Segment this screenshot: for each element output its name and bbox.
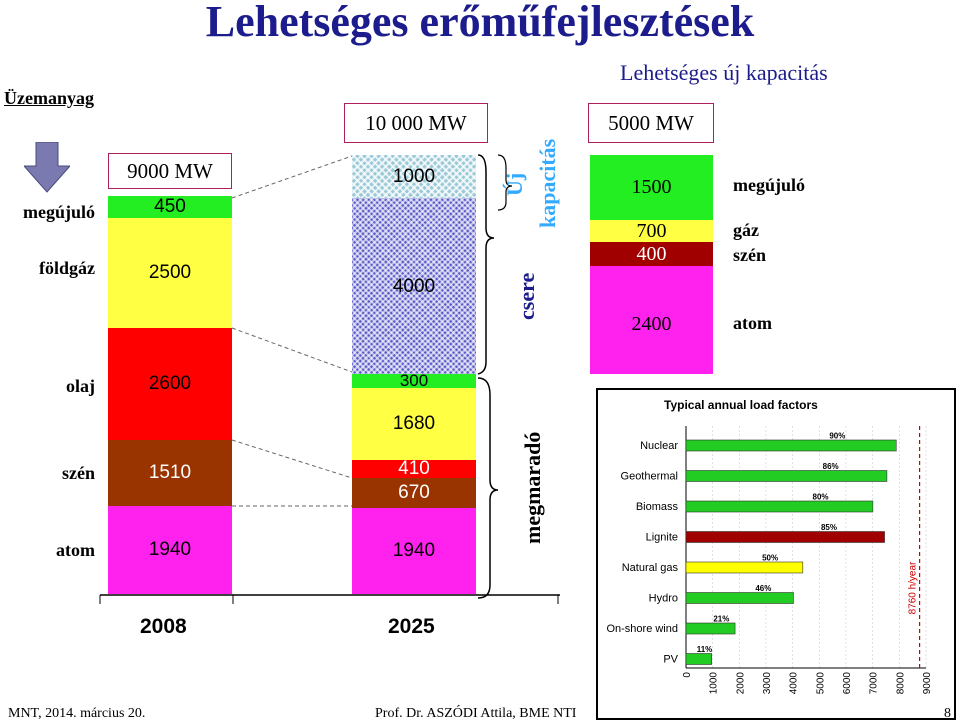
x-tick-label: 9000 [922,672,933,695]
load-factor-bar [685,561,804,574]
new-label-megujulo: megújuló [733,175,805,195]
x-tick-label: 3000 [762,672,773,695]
brace-label-megmarado: megmaradó [520,431,545,544]
bar-2025-gas-new: 4000 [352,198,476,374]
category-label: Hydro [649,593,678,605]
bar-value-label: 80% [813,493,829,502]
new-bar-gaz: 700 [590,220,713,242]
category-label: On-shore wind [606,623,678,635]
load-factor-title: Typical annual load factors [664,398,818,412]
load-factor-bar [685,622,736,635]
new-bar-atom: 2400 [590,266,713,374]
row-label-atom: atom [56,540,95,560]
bar-value-label: 46% [755,584,771,593]
new-bar-megujulo: 1500 [590,155,713,220]
load-factor-bar [685,500,874,513]
row-label-foldgaz: földgáz [39,258,95,278]
x-tick-label: 6000 [842,672,853,695]
x-tick-label: 5000 [815,672,826,695]
bar-2008-olaj: 2600 [108,328,232,440]
bar-value-label: 21% [713,615,729,624]
brace-label-uj: Új [502,172,527,196]
load-factor-bar [685,592,794,604]
bar-2025-atom: 1940 [352,508,476,594]
x-tick-label: 7000 [869,672,880,695]
footer-page: 8 [944,706,951,721]
category-label: Geothermal [621,471,678,483]
bar-2008-megujulo: 450 [108,196,232,218]
new-label-atom: atom [733,313,772,333]
category-label: Biomass [636,501,679,513]
brace-label-csere: csere [514,272,539,320]
new-label-gaz: gáz [733,220,759,240]
bar-2008-szen: 1510 [108,440,232,506]
page-subtitle: Lehetséges új kapacitás [620,60,828,85]
bar-value-label: 11% [697,645,713,654]
total-2025-box: 10 000 MW [344,103,488,143]
load-factor-chart: Typical annual load factors 0 1000 2000 3000… [596,388,956,720]
bar-2025-gas: 1680 [352,388,476,460]
x-tick-label: 8000 [895,672,906,695]
reference-line-label: 8760 h/year [908,561,919,614]
x-label-2008: 2008 [140,615,187,638]
footer-left: MNT, 2014. március 20. [8,706,146,721]
category-label: PV [663,654,678,666]
brace-label-kapacitas: kapacitás [535,138,560,228]
load-factor-bar [685,653,713,665]
load-factor-bar [685,531,885,543]
new-bar-szen: 400 [590,242,713,266]
bar-value-label: 90% [829,432,845,441]
bar-2025-megujulo: 300 [352,371,476,390]
load-factor-bar [685,470,888,482]
new-label-szen: szén [733,245,766,265]
row-label-olaj: olaj [66,376,95,396]
x-tick-label: 1000 [709,672,720,695]
bar-2008-atom: 1940 [108,506,232,594]
category-label: Lignite [646,532,678,544]
x-label-2025: 2025 [388,615,435,638]
x-tick-label: 4000 [789,672,800,695]
down-arrow-icon [24,142,70,193]
fuel-header: Üzemanyag [4,88,94,108]
bar-value-label: 86% [823,462,839,471]
category-label: Nuclear [640,440,678,452]
x-tick-label: 0 [682,672,693,678]
bar-2008-foldgaz: 2500 [108,218,232,328]
page-title: Lehetséges erőműfejlesztések [205,0,755,46]
bar-2025-olaj: 410 [352,458,476,479]
bar-2025-megujulo-new: 1000 [352,155,476,198]
bar-value-label: 85% [821,523,837,532]
bar-2025-szen: 670 [352,478,476,508]
total-2008-box: 9000 MW [108,153,232,189]
bar-value-label: 50% [762,554,778,563]
category-label: Natural gas [622,562,679,574]
row-label-megujulo: megújuló [23,202,95,222]
x-tick-label: 2000 [735,672,746,695]
footer-center: Prof. Dr. ASZÓDI Attila, BME NTI [375,706,577,721]
row-label-szen: szén [62,463,95,483]
load-factor-bar [685,439,897,452]
total-new-box: 5000 MW [588,103,714,143]
